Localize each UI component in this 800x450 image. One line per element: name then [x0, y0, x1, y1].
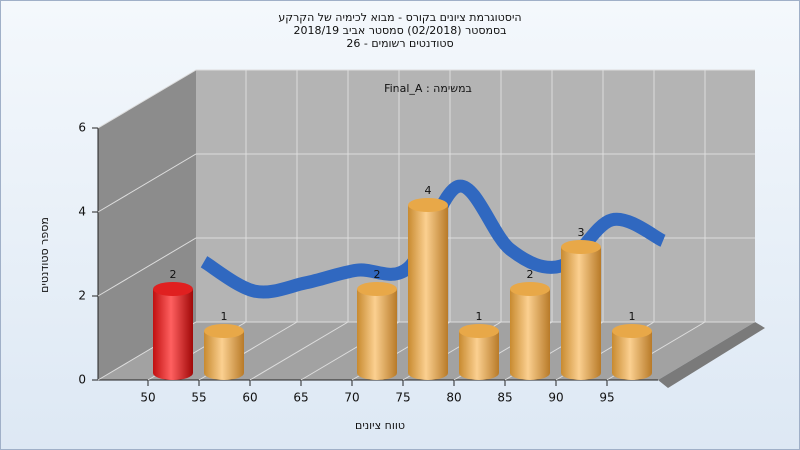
bar-body [357, 289, 397, 380]
bar-top [459, 324, 499, 338]
bar-body [561, 247, 601, 380]
x-tick-label: 70 [344, 391, 359, 405]
bar-body [408, 205, 448, 380]
title-line: בסמסטר (02/2018) סמסטר אביב 2018/19 [293, 24, 506, 37]
title-line: סטודנטים רשומים - 26 [346, 37, 453, 50]
grid-line [249, 70, 349, 381]
grid-line [97, 153, 755, 213]
bar [459, 324, 499, 380]
bar-body [612, 331, 652, 380]
bar [204, 324, 244, 380]
bar-body [510, 289, 550, 380]
y-tick-label: 2 [78, 289, 86, 303]
data-label: 1 [629, 310, 636, 323]
bar-top [408, 198, 448, 212]
bar-body [459, 331, 499, 380]
bar-top [204, 324, 244, 338]
bar [612, 324, 652, 380]
data-label: 4 [425, 184, 432, 197]
bar-top [561, 240, 601, 254]
x-axis-label: טווח ציונים [355, 419, 405, 432]
grid-line [300, 70, 400, 381]
bar-body [153, 289, 193, 380]
x-tick-label: 95 [599, 391, 614, 405]
data-label: 1 [221, 310, 228, 323]
data-label: 2 [374, 268, 381, 281]
bar-body [204, 331, 244, 380]
floor-edge [658, 322, 765, 388]
data-label: 2 [170, 268, 177, 281]
y-tick-label: 0 [78, 373, 86, 387]
title-line: היסטוגרמת ציונים בקורס - מבוא לכימיה של … [278, 11, 521, 24]
x-tick-label: 50 [140, 391, 155, 405]
bar-top [153, 282, 193, 296]
bar [408, 198, 448, 380]
bar [357, 282, 397, 380]
grid-line [97, 237, 755, 297]
bar [153, 282, 193, 380]
x-tick-label: 75 [395, 391, 410, 405]
data-label: 1 [476, 310, 483, 323]
x-tick-label: 65 [293, 391, 308, 405]
x-tick-label: 80 [446, 391, 461, 405]
y-tick-label: 4 [78, 205, 86, 219]
bar-top [357, 282, 397, 296]
x-tick-label: 90 [548, 391, 563, 405]
grid-line [97, 69, 755, 129]
bar-top [510, 282, 550, 296]
y-axis-label: מספר סטודנטים [38, 217, 51, 293]
data-label: 3 [578, 226, 585, 239]
subtitle: Final_A : במשימה [384, 82, 472, 95]
bar-top [612, 324, 652, 338]
bar [510, 282, 550, 380]
bar [561, 240, 601, 380]
data-label: 2 [527, 268, 534, 281]
x-tick-label: 55 [191, 391, 206, 405]
x-tick-label: 60 [242, 391, 257, 405]
x-tick-label: 85 [497, 391, 512, 405]
y-tick-label: 6 [78, 121, 86, 135]
